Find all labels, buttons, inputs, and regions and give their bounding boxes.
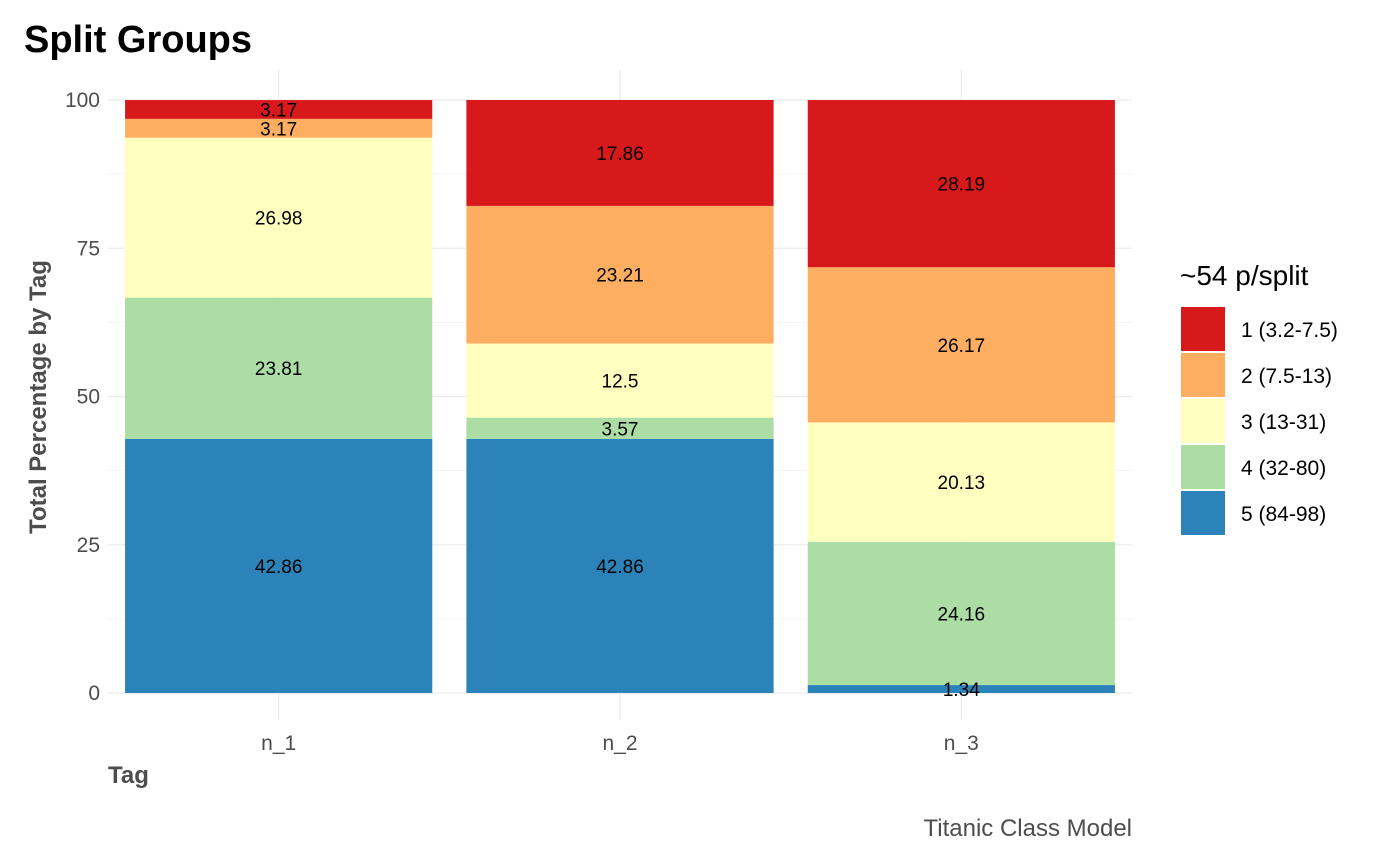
legend-label: 2 (7.5-13) <box>1241 365 1332 388</box>
data-label: 26.17 <box>938 336 986 357</box>
bar-segment <box>125 438 433 693</box>
data-label: 42.86 <box>255 557 303 578</box>
bar-segment <box>125 118 433 138</box>
legend-label: 3 (13-31) <box>1241 411 1326 434</box>
legend-label: 4 (32-80) <box>1241 457 1326 480</box>
data-label: 12.5 <box>602 372 639 393</box>
data-label: 3.57 <box>602 419 639 440</box>
data-label: 28.19 <box>938 175 986 196</box>
bar-segment <box>466 100 774 206</box>
data-label: 1.34 <box>943 680 980 701</box>
data-label: 24.16 <box>938 604 986 625</box>
bar-segment <box>807 100 1115 268</box>
y-tick-label: 25 <box>77 534 100 557</box>
bar-segment <box>125 297 433 439</box>
legend-label: 1 (3.2-7.5) <box>1241 319 1338 342</box>
legend-key <box>1181 353 1225 397</box>
legend-key <box>1181 399 1225 443</box>
x-axis-title: Tag <box>108 762 149 789</box>
data-label: 23.21 <box>596 266 644 287</box>
x-tick-label: n_1 <box>261 732 296 755</box>
data-label: 17.86 <box>596 144 644 165</box>
bars: 42.86 23.81 26.98 3.173.17 42.86 3.57 12.5 23.2… <box>125 100 1115 701</box>
bar-segment <box>125 137 433 298</box>
x-tick-label: n_3 <box>944 732 979 755</box>
bar-segment <box>125 100 433 119</box>
legend-key <box>1181 307 1225 351</box>
x-tick-label: n_2 <box>602 732 637 755</box>
y-tick-label: 100 <box>65 89 100 112</box>
data-label: 42.86 <box>596 557 644 578</box>
bar-segment <box>807 267 1115 423</box>
y-tick-label: 0 <box>88 682 100 705</box>
data-label: 23.81 <box>255 359 303 380</box>
data-label: 3.17 <box>260 119 297 140</box>
y-axis-ticks: 0 25 50 75 100 <box>65 89 100 705</box>
bar-segment <box>466 205 774 344</box>
chart-caption: Titanic Class Model <box>923 815 1132 842</box>
bar-segment <box>466 438 774 693</box>
legend-label: 5 (84-98) <box>1241 503 1326 526</box>
bar-segment <box>807 685 1115 693</box>
chart-title: Split Groups <box>24 19 252 61</box>
data-label: 20.13 <box>938 473 986 494</box>
x-axis-ticks: n_1 n_2 n_3 <box>261 732 979 755</box>
y-tick-label: 75 <box>77 237 100 260</box>
bar-segment <box>807 422 1115 542</box>
bar-segment <box>466 417 774 439</box>
legend-key <box>1181 445 1225 489</box>
legend: 1 (3.2-7.5) 2 (7.5-13) 3 (13-31) 4 (32-80) 5… <box>1181 307 1338 535</box>
legend-key <box>1181 491 1225 535</box>
y-axis-title: Total Percentage by Tag <box>25 260 52 534</box>
data-label: 26.98 <box>255 209 303 230</box>
legend-title: ~54 p/split <box>1180 260 1309 291</box>
y-tick-label: 50 <box>77 386 100 409</box>
bar-segment <box>807 541 1115 686</box>
bar-segment <box>466 343 774 418</box>
data-label: 3.17 <box>260 100 297 121</box>
